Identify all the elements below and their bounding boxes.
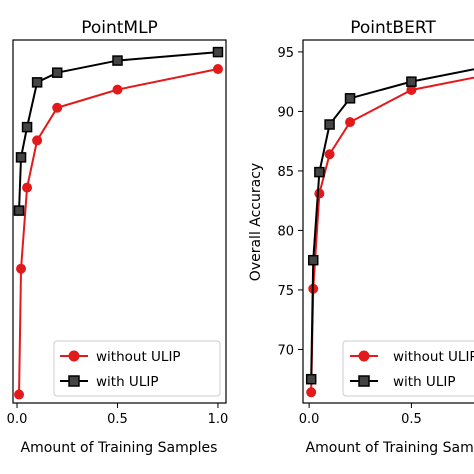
data-point-with-ulip <box>314 166 325 178</box>
data-point-with-ulip <box>51 67 63 78</box>
data-point-without-ulip <box>345 117 356 128</box>
data-point-without-ulip <box>112 84 123 95</box>
data-point-without-ulip <box>212 64 223 75</box>
series-line-with-ulip <box>310 68 474 380</box>
data-point-with-ulip <box>21 121 33 133</box>
x-tick-label: 0.0 <box>7 412 28 427</box>
gridless-plot-area: 0.0 0.5 1.0 <box>7 39 229 427</box>
legend-marker-without-ulip <box>68 350 80 362</box>
legend: without ULIP with ULIP <box>53 340 221 397</box>
y-tick-label: 70 <box>277 343 294 358</box>
y-axis-label: Overall Accuracy <box>248 163 264 281</box>
tick-layer: 0.0 0.5 1.0 <box>7 403 229 427</box>
x-axis-label: Amount of Training Samples <box>306 440 474 456</box>
y-tick-label: 90 <box>277 105 294 120</box>
data-point-with-ulip <box>324 119 335 130</box>
x-tick-label: 0.5 <box>107 412 128 427</box>
y-tick-label: 95 <box>277 46 294 61</box>
data-point-without-ulip <box>314 188 325 199</box>
tick-layer: 0.0 0.5 70 75 80 85 90 95 <box>277 46 421 427</box>
data-point-with-ulip <box>344 93 356 104</box>
data-point-without-ulip <box>324 149 335 160</box>
legend-box <box>53 340 221 397</box>
legend-label-without-ulip: without ULIP <box>393 349 474 365</box>
legend-marker-with-ulip <box>68 375 80 387</box>
data-point-without-ulip <box>306 387 317 398</box>
data-point-with-ulip <box>212 46 224 58</box>
legend-marker-without-ulip <box>358 350 370 362</box>
plot-frame <box>12 39 227 404</box>
data-point-with-ulip <box>13 205 25 216</box>
data-point-without-ulip <box>52 102 63 113</box>
data-point-with-ulip <box>406 76 417 87</box>
data-point-without-ulip <box>16 263 27 274</box>
data-point-without-ulip <box>14 389 25 400</box>
y-tick-label: 75 <box>277 284 294 299</box>
chart-title: PointMLP <box>81 18 158 38</box>
data-point-with-ulip <box>15 152 27 163</box>
data-point-without-ulip <box>32 135 43 146</box>
data-point-with-ulip <box>31 77 43 88</box>
legend-marker-with-ulip <box>358 375 370 387</box>
gridless-plot-area: 0.0 0.5 70 75 80 85 90 95 <box>277 39 474 427</box>
data-point-without-ulip <box>22 182 33 193</box>
data-point-with-ulip <box>307 254 319 266</box>
chart-title: PointBERT <box>350 18 436 38</box>
y-tick-label: 80 <box>277 224 294 239</box>
x-tick-label: 0.5 <box>401 412 422 427</box>
legend-label-without-ulip: without ULIP <box>96 349 181 365</box>
chart-panel-pointmlp: PointMLP 0.0 0.5 1.0 Amount of Training Sa… <box>7 18 229 456</box>
legend-box <box>342 340 474 397</box>
x-axis-label: Amount of Training Samples <box>21 440 218 456</box>
legend-label-with-ulip: with ULIP <box>393 374 455 390</box>
chart-panel-pointbert: PointBERT 0.0 0.5 70 75 80 85 90 95 Amount of T… <box>248 18 474 456</box>
x-tick-label: 1.0 <box>208 412 229 427</box>
y-tick-label: 85 <box>277 165 294 180</box>
legend-label-with-ulip: with ULIP <box>96 374 158 390</box>
data-point-with-ulip <box>305 373 317 385</box>
series-layer <box>13 46 224 400</box>
legend: without ULIP with ULIP <box>342 340 474 397</box>
data-point-with-ulip <box>112 55 123 66</box>
plot-frame <box>302 39 474 404</box>
series-layer <box>305 68 474 398</box>
x-tick-label: 0.0 <box>299 412 320 427</box>
